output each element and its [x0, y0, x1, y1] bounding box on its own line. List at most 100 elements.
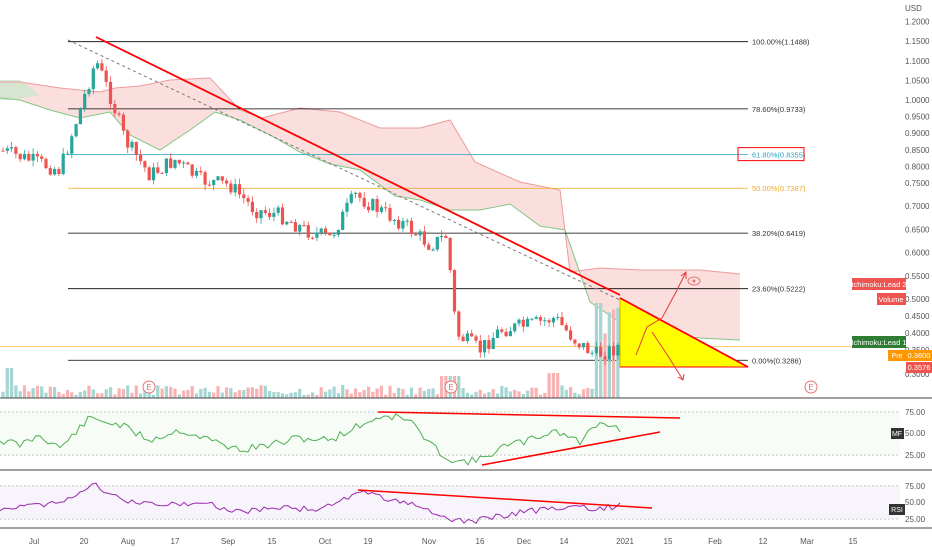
- candle-body: [164, 158, 168, 174]
- volume-bar: [345, 389, 349, 398]
- volume-bar: [556, 373, 560, 398]
- price-axis[interactable]: 1.2000 1.1500 1.1000 1.0500 1.0000 0.9500 0.90…: [905, 18, 930, 379]
- volume-bar: [40, 386, 44, 398]
- volume-bar: [276, 392, 280, 398]
- candle-body: [61, 153, 65, 174]
- candle-body: [194, 170, 199, 176]
- volume-bar: [117, 388, 121, 398]
- candle-body: [513, 323, 517, 332]
- volume-bar: [397, 387, 401, 398]
- candle-body: [349, 193, 353, 203]
- candle-body: [358, 192, 362, 198]
- volume-bar: [487, 392, 491, 398]
- candle-body: [242, 194, 246, 199]
- time-tick-label: 15: [664, 537, 673, 546]
- lead1-badge-label: Ichimoku:Lead 1: [851, 338, 906, 347]
- drawings[interactable]: [67, 36, 749, 381]
- price-tick-label: 0.3000: [905, 370, 930, 379]
- candle-body: [560, 317, 564, 326]
- eye-icon[interactable]: [687, 276, 701, 286]
- price-tick-label: 0.7500: [905, 179, 930, 188]
- earnings-marker-label: E: [448, 383, 453, 392]
- volume-bar: [220, 392, 224, 398]
- candle-body: [83, 93, 87, 108]
- volume-bar: [354, 388, 358, 398]
- candle-body: [483, 340, 487, 353]
- price-tick-label: 0.8500: [905, 146, 930, 155]
- cloud-lead1-line: [0, 97, 741, 341]
- candle-body: [293, 222, 297, 232]
- rsi-pane: 75.00 50.00 25.00 RSI: [0, 482, 926, 524]
- candle-body: [14, 147, 18, 154]
- price-tick-label: 0.9000: [905, 129, 930, 138]
- rsi-resistance-line[interactable]: [357, 489, 653, 509]
- volume-bar: [237, 390, 242, 398]
- volume-bar: [491, 389, 495, 398]
- candle-body: [405, 220, 409, 222]
- volume-bar: [186, 389, 190, 398]
- candle-body: [207, 184, 211, 186]
- volume-bar: [134, 385, 138, 398]
- volume-bar: [10, 368, 14, 398]
- candle-body: [134, 141, 138, 155]
- candle-body: [302, 225, 306, 227]
- volume-bar: [216, 386, 220, 398]
- candle-body: [487, 340, 491, 350]
- volume-bar: [65, 389, 70, 398]
- volume-bar: [384, 394, 388, 398]
- candle-body: [147, 167, 151, 181]
- time-axis[interactable]: Jul 20 Aug 17 Sep 15 Oct 19 Nov 16 Dec 14 2021 15 Feb 1…: [29, 537, 858, 546]
- wedge-top-line[interactable]: [619, 297, 749, 368]
- earnings-markers[interactable]: E E E: [142, 380, 818, 394]
- volume-bar: [388, 385, 392, 398]
- volume-bar: [70, 392, 74, 398]
- candle-body: [474, 336, 478, 341]
- lead2-badge-label: Ichimoku:Lead 2: [851, 280, 906, 289]
- fib-level-label: 23.60%(0.5222): [752, 285, 806, 294]
- candle-body: [1, 150, 5, 152]
- candle-body: [366, 206, 371, 211]
- candle-body: [384, 207, 388, 209]
- fib-retracement[interactable]: 100.00%(1.1488) 78.60%(0.9733) 61.80%(0.83…: [0, 38, 888, 366]
- time-tick-label: Mar: [800, 537, 814, 546]
- volume-bar: [121, 389, 125, 398]
- fib-highlight-box: [737, 147, 805, 162]
- volume-bar: [225, 387, 229, 398]
- earnings-marker-icon[interactable]: [444, 380, 458, 394]
- volume-bar: [233, 392, 237, 398]
- candle-body: [375, 199, 379, 212]
- rsi-tick-label: 25.00: [905, 515, 926, 524]
- volume-bar: [27, 391, 31, 398]
- mf-resistance-line[interactable]: [377, 411, 681, 419]
- candle-body: [203, 172, 207, 185]
- volume-bar: [392, 393, 396, 398]
- volume-bar: [199, 388, 203, 398]
- rsi-badge: [889, 504, 905, 515]
- earnings-marker-icon[interactable]: [804, 380, 818, 394]
- mf-band-fill: [0, 412, 900, 455]
- price-tick-label: 0.7000: [905, 202, 930, 211]
- eye-pupil-icon: [692, 279, 696, 283]
- candle-body: [53, 168, 57, 175]
- volume-bar: [431, 388, 435, 398]
- volume-bar: [362, 389, 366, 398]
- candle-body: [65, 153, 70, 155]
- volume-bar: [130, 392, 134, 398]
- volume-bar: [212, 392, 216, 398]
- volume-bar: [35, 386, 39, 398]
- candle-body: [5, 148, 9, 151]
- volume-bar: [151, 394, 156, 398]
- mf-support-line[interactable]: [481, 431, 661, 466]
- candle-body: [91, 68, 95, 90]
- candle-body: [362, 197, 366, 207]
- price-tick-label: 0.4500: [905, 312, 930, 321]
- earnings-marker-icon[interactable]: [142, 380, 156, 394]
- main-downtrend-line[interactable]: [95, 36, 621, 296]
- candle-body: [315, 232, 319, 238]
- time-tick-label: 15: [849, 537, 858, 546]
- candle-body: [577, 343, 581, 348]
- volume-badge-label: Volume: [878, 295, 903, 304]
- time-tick-label: Feb: [708, 537, 722, 546]
- volume-bar: [569, 387, 573, 398]
